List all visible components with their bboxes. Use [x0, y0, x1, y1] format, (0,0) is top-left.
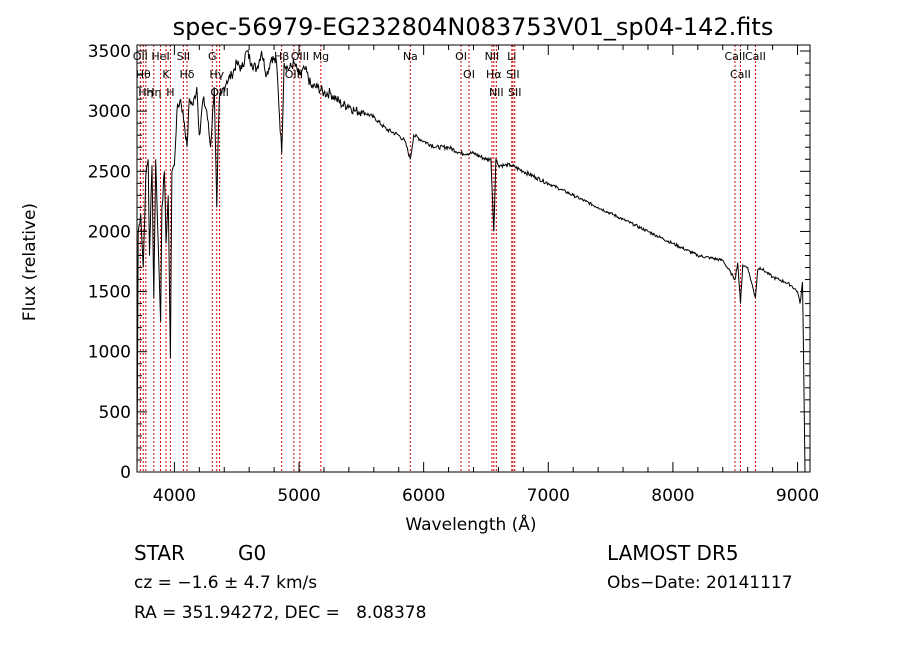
line-label: CaII	[745, 50, 766, 63]
x-tick-label: 6000	[402, 486, 445, 506]
x-tick-label: 4000	[153, 486, 196, 506]
line-label: Hβ	[274, 50, 289, 63]
chart-title: spec-56979-EG232804N083753V01_sp04-142.f…	[173, 13, 774, 41]
line-label: Li	[507, 50, 516, 63]
y-axis-label: Flux (relative)	[20, 203, 40, 321]
line-label: CaII	[725, 50, 746, 63]
observation-date: Obs−Date: 20141117	[607, 573, 793, 593]
line-label: OII	[133, 50, 148, 63]
line-label: OI	[463, 68, 475, 81]
line-label: Mg	[313, 50, 329, 63]
line-label: SII	[506, 68, 519, 81]
y-tick-label: 3500	[88, 42, 131, 62]
y-tick-label: 2000	[88, 222, 131, 242]
y-tick-label: 0	[120, 463, 131, 483]
x-tick-label: 5000	[277, 486, 320, 506]
object-class: STAR	[134, 541, 185, 565]
y-tick-label: 1500	[88, 283, 131, 303]
line-label: HeI	[151, 50, 169, 63]
line-label: CaII	[730, 68, 751, 81]
redshift-cz: cz = −1.6 ± 4.7 km/s	[134, 573, 318, 593]
line-label: Na	[403, 50, 418, 63]
line-label: NII	[489, 86, 504, 99]
line-label: G	[208, 50, 217, 63]
y-axis-ticks: 0 500 1000 1500 2000 2500 3000 3500	[88, 42, 810, 483]
y-tick-label: 1000	[88, 343, 131, 363]
x-axis-ticks: 4000 5000 6000 7000 8000 9000	[153, 45, 819, 506]
line-label: K	[162, 68, 170, 81]
spectral-line-markers	[139, 45, 756, 472]
line-label: Hη	[138, 86, 153, 99]
line-label: Hα	[486, 68, 502, 81]
x-tick-label: 8000	[651, 486, 694, 506]
x-tick-label: 9000	[776, 486, 819, 506]
x-tick-label: 7000	[527, 486, 570, 506]
line-label: NII	[485, 50, 500, 63]
spectrum-line	[136, 49, 806, 473]
object-subclass: G0	[238, 541, 267, 565]
line-label: SII	[508, 86, 521, 99]
coordinates: RA = 351.94272, DEC = 8.08378	[134, 603, 427, 623]
survey-name: LAMOST DR5	[607, 541, 739, 565]
line-label: H	[166, 86, 174, 99]
line-label: Hθ	[136, 68, 151, 81]
line-label: Hγ	[209, 68, 224, 81]
line-label: OI	[455, 50, 467, 63]
y-tick-label: 500	[99, 403, 131, 423]
line-label: Hδ	[179, 68, 194, 81]
line-label: SII	[177, 50, 190, 63]
y-tick-label: 3000	[88, 102, 131, 122]
line-label: OIII	[291, 50, 309, 63]
y-tick-label: 2500	[88, 162, 131, 182]
line-label: Hη	[146, 86, 161, 99]
x-axis-label: Wavelength (Å)	[405, 513, 536, 535]
